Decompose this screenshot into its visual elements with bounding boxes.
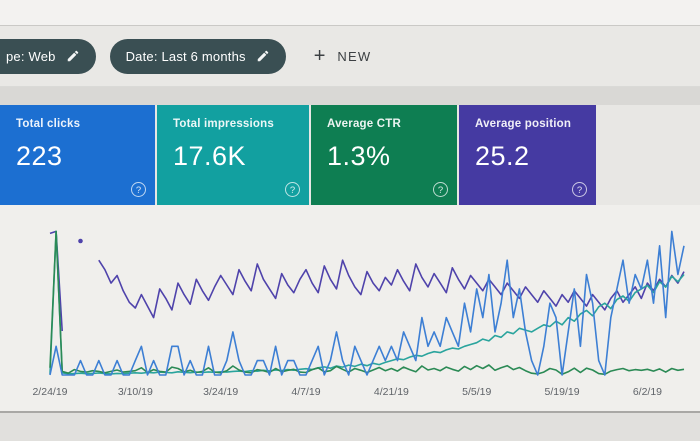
metric-card-value: 25.2	[475, 141, 530, 171]
performance-chart-panel: 2/24/19 3/10/19 3/24/19 4/7/19 4/21/19 5/5/19…	[0, 205, 700, 411]
x-axis-tick-label: 3/10/19	[118, 386, 153, 398]
metric-card-title: Total clicks	[16, 118, 81, 130]
metric-card-total-clicks[interactable]: Total clicks 223 ?	[0, 105, 155, 205]
pencil-icon[interactable]	[256, 49, 270, 63]
metric-card-title: Average position	[475, 118, 572, 130]
x-axis-tick-label: 5/19/19	[545, 386, 580, 398]
spacer-band	[0, 87, 700, 105]
data-point-dot	[78, 238, 83, 244]
metric-card-average-ctr[interactable]: Average CTR 1.3% ?	[311, 105, 457, 205]
metric-cards-row: Total clicks 223 ? Total impressions 17.…	[0, 105, 700, 205]
series-line-ctr	[49, 230, 685, 376]
help-icon[interactable]: ?	[131, 182, 146, 197]
metric-card-value: 17.6K	[173, 141, 247, 171]
new-filter-button[interactable]: + NEW	[314, 45, 372, 68]
help-icon[interactable]: ?	[285, 182, 300, 197]
help-icon[interactable]: ?	[572, 182, 587, 197]
window-top-strip	[0, 0, 700, 26]
plus-icon: +	[313, 44, 326, 67]
pencil-icon[interactable]	[66, 49, 80, 63]
x-axis-tick-label: 4/7/19	[291, 386, 320, 398]
new-filter-button-label: NEW	[337, 48, 372, 64]
series-line-clicks	[49, 230, 685, 376]
metric-card-title: Average CTR	[327, 118, 401, 130]
x-axis-tick-label: 5/5/19	[462, 386, 491, 398]
filter-chip-label: pe: Web	[6, 48, 56, 64]
help-icon[interactable]: ?	[433, 182, 448, 197]
filter-chip-date-range[interactable]: Date: Last 6 months	[109, 38, 286, 74]
filter-chip-label: Date: Last 6 months	[125, 48, 246, 64]
metric-card-average-position[interactable]: Average position 25.2 ?	[459, 105, 596, 205]
metric-card-title: Total impressions	[173, 118, 274, 130]
filter-bar: pe: Web Date: Last 6 months + NEW	[0, 26, 700, 87]
metric-card-total-impressions[interactable]: Total impressions 17.6K ?	[157, 105, 309, 205]
x-axis-tick-label: 6/2/19	[633, 386, 662, 398]
metric-card-value: 223	[16, 141, 63, 171]
metric-card-value: 1.3%	[327, 141, 391, 171]
x-axis-tick-label: 2/24/19	[32, 386, 67, 398]
filter-chip-search-type[interactable]: pe: Web	[0, 38, 96, 74]
x-axis-tick-label: 3/24/19	[203, 386, 238, 398]
series-line-impressions	[49, 230, 685, 375]
x-axis-tick-label: 4/21/19	[374, 386, 409, 398]
window-bottom-strip	[0, 411, 700, 441]
series-line-average-position	[49, 230, 685, 332]
performance-chart[interactable]: 2/24/19 3/10/19 3/24/19 4/7/19 4/21/19 5/5/19…	[0, 219, 700, 404]
